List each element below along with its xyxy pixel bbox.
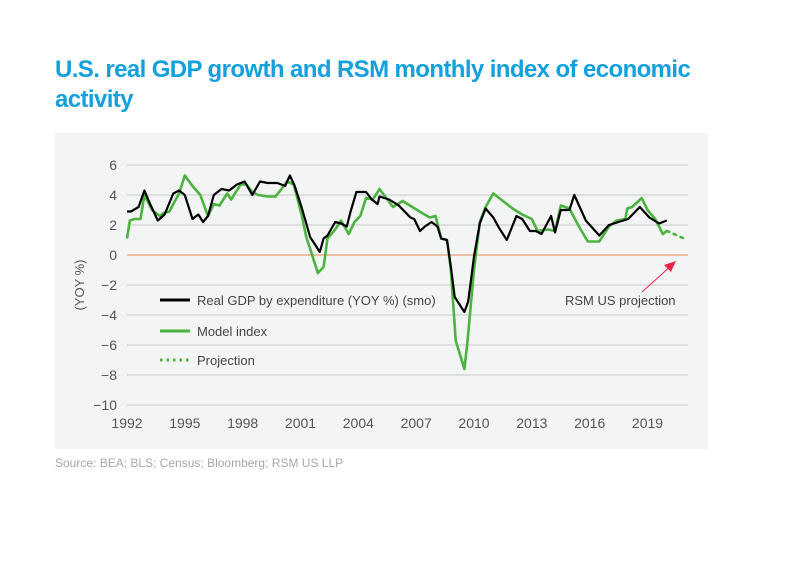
source-note: Source: BEA; BLS; Census; Bloomberg; RSM… (55, 456, 344, 470)
arrow-head-icon (664, 261, 676, 272)
y-tick-label: 0 (109, 247, 117, 263)
y-tick-label: −8 (101, 367, 117, 383)
series-line-projection (665, 229, 686, 240)
y-tick-labels: 6 4 2 0 −2 −4 −6 −8 −10 (93, 157, 117, 413)
x-tick-label: 2007 (401, 415, 432, 431)
series-lines (125, 174, 686, 371)
y-tick-label: −6 (101, 337, 117, 353)
y-tick-label: 2 (109, 217, 117, 233)
annotation-arrow (641, 264, 673, 293)
annotation: RSM US projection (565, 261, 676, 308)
y-tick-label: 4 (109, 187, 117, 203)
x-tick-label: 2004 (343, 415, 374, 431)
y-tick-label: −2 (101, 277, 117, 293)
y-axis-label: (YOY %) (72, 259, 87, 310)
x-tick-label: 2019 (632, 415, 663, 431)
legend-label-gdp: Real GDP by expenditure (YOY %) (smo) (197, 293, 436, 308)
legend-label-model: Model index (197, 324, 268, 339)
legend: Real GDP by expenditure (YOY %) (smo) Mo… (160, 293, 436, 368)
x-tick-labels: 1992 1995 1998 2001 2004 2007 2010 2013 2016 2019 (111, 415, 663, 431)
chart-panel (55, 133, 708, 449)
series-line-model (125, 174, 668, 371)
legend-label-projection: Projection (197, 353, 255, 368)
x-tick-label: 2016 (574, 415, 605, 431)
x-tick-label: 2010 (458, 415, 489, 431)
x-tick-label: 1992 (111, 415, 142, 431)
y-tick-label: −4 (101, 307, 117, 323)
x-tick-label: 2013 (516, 415, 547, 431)
chart-title: U.S. real GDP growth and RSM monthly ind… (55, 56, 691, 113)
y-tick-label: −10 (93, 397, 117, 413)
x-tick-label: 2001 (285, 415, 316, 431)
x-tick-label: 1998 (227, 415, 258, 431)
y-tick-label: 6 (109, 157, 117, 173)
series-line-gdp (127, 174, 668, 314)
annotation-text: RSM US projection (565, 293, 676, 308)
x-tick-label: 1995 (169, 415, 200, 431)
gridlines (127, 164, 688, 406)
